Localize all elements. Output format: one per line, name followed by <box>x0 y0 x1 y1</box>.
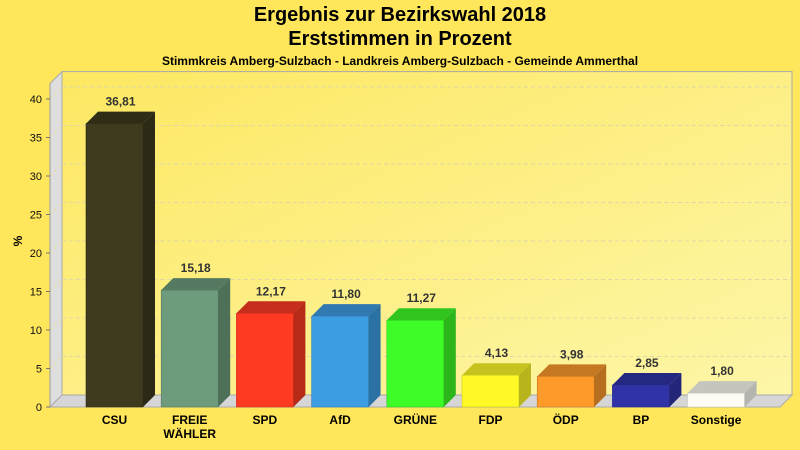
bar <box>461 363 531 408</box>
bars <box>85 111 757 408</box>
bar-top <box>537 364 607 377</box>
bar-top <box>86 111 155 124</box>
bar <box>85 111 155 408</box>
value-label: 11,27 <box>407 291 437 305</box>
bar-side <box>218 278 231 407</box>
chart-subtitle: Erststimmen in Prozent <box>288 28 512 50</box>
bar-front <box>160 289 219 408</box>
bar-front <box>536 376 595 408</box>
bar-front <box>687 392 745 408</box>
y-axis: 0 5 10 15 20 25 30 35 40 <box>30 83 51 414</box>
bar-front <box>461 374 520 408</box>
value-label: 12,17 <box>256 284 286 298</box>
bar-top <box>311 304 381 317</box>
bar-side <box>744 381 757 407</box>
category-label: WÄHLER <box>163 426 216 441</box>
bar-side <box>443 308 456 407</box>
bar-front <box>386 319 445 408</box>
category-label: FREIE <box>172 413 207 427</box>
grid-line-side <box>49 125 63 138</box>
bar <box>687 381 757 408</box>
y-tick-label: 30 <box>30 171 42 183</box>
y-tick-label: 25 <box>30 210 42 222</box>
grid-line-side <box>49 202 63 215</box>
bar <box>386 308 456 408</box>
bar-top <box>687 381 757 394</box>
left-wall <box>49 70 63 409</box>
value-label: 1,80 <box>710 364 734 378</box>
bar-top <box>236 301 306 314</box>
category-label: Sonstige <box>691 413 742 427</box>
y-tick-label: 10 <box>30 325 42 337</box>
bar-side <box>594 364 607 407</box>
bar-front <box>311 315 369 408</box>
bar-front <box>612 384 670 408</box>
bar-front <box>85 123 144 408</box>
y-tick-label: 40 <box>30 94 42 106</box>
grid-line-side <box>49 86 63 100</box>
grid-line-side <box>49 317 63 331</box>
bar <box>536 364 607 408</box>
bar-side <box>293 301 306 407</box>
category-label: ÖDP <box>553 412 579 427</box>
category-label: GRÜNE <box>394 412 437 427</box>
value-label: 4,13 <box>485 346 509 360</box>
value-label: 2,85 <box>635 356 659 370</box>
y-tick-label: 5 <box>36 364 42 376</box>
bar-side <box>143 111 155 408</box>
bar <box>311 304 381 408</box>
category-label: CSU <box>102 413 127 427</box>
y-tick-label: 20 <box>30 248 42 260</box>
bar-top <box>161 278 231 291</box>
y-tick-label: 35 <box>30 133 42 145</box>
y-axis-label: % <box>11 235 25 246</box>
bar-top <box>612 373 682 386</box>
chart-caption: Stimmkreis Amberg-Sulzbach - Landkreis A… <box>161 54 639 68</box>
bar-side <box>519 363 531 407</box>
bar <box>160 278 231 408</box>
category-label: AfD <box>329 413 351 427</box>
chart-title: Ergebnis zur Bezirkswahl 2018 <box>253 4 547 26</box>
bar-front <box>236 312 294 408</box>
value-label: 3,98 <box>560 347 584 361</box>
grid-line-side <box>49 279 63 292</box>
bar-side <box>669 373 682 407</box>
bar-side <box>368 304 381 407</box>
y-tick-label: 0 <box>36 402 42 414</box>
y-tick-label: 15 <box>30 287 42 299</box>
category-label: FDP <box>479 413 503 427</box>
value-label: 15,18 <box>181 261 211 275</box>
value-label: 36,81 <box>105 95 135 109</box>
bar <box>236 301 306 408</box>
bar-top <box>462 363 531 376</box>
bar-top <box>386 308 456 321</box>
bar <box>612 373 682 408</box>
value-label: 11,80 <box>331 287 361 301</box>
category-label: SPD <box>253 413 278 427</box>
category-label: BP <box>633 413 650 427</box>
grid-line-side <box>49 163 63 177</box>
grid-line-side <box>49 240 63 254</box>
grid-line-side <box>49 356 63 369</box>
